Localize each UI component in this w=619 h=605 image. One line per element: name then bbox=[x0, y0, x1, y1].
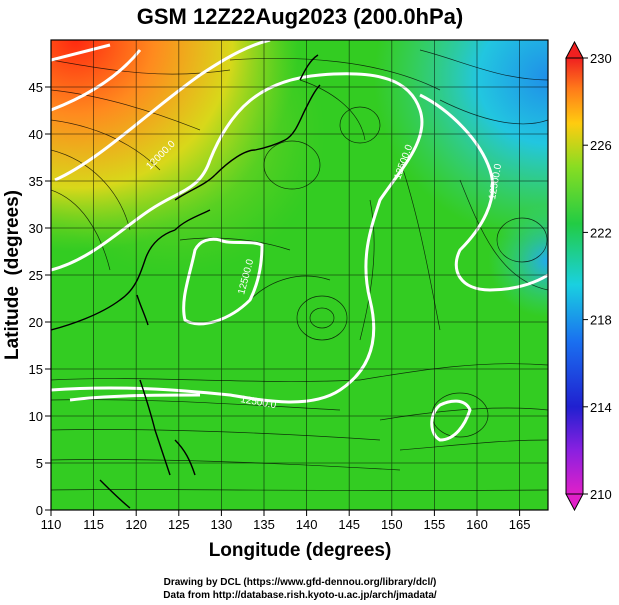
colorbar-tick-label: 226 bbox=[590, 138, 612, 153]
x-tick-label: 140 bbox=[296, 517, 318, 532]
y-tick-label: 0 bbox=[36, 503, 43, 518]
y-axis: 0 5 10 15 20 25 30 35 40 45 bbox=[29, 80, 51, 518]
y-tick-label: 40 bbox=[29, 127, 43, 142]
y-tick-label: 15 bbox=[29, 362, 43, 377]
colorbar-tick-label: 222 bbox=[590, 225, 612, 240]
x-tick-label: 155 bbox=[424, 517, 446, 532]
x-axis: 110 115 120 125 130 135 140 145 150 155 … bbox=[41, 510, 531, 532]
colorbar-tick-label: 230 bbox=[590, 51, 612, 66]
y-tick-label: 30 bbox=[29, 221, 43, 236]
x-tick-label: 160 bbox=[466, 517, 488, 532]
y-tick-label: 25 bbox=[29, 268, 43, 283]
x-tick-label: 115 bbox=[83, 517, 104, 532]
colorbar: 210 214 218 222 226 230 bbox=[565, 40, 612, 512]
plot-area: 12000.0 12500.0 12500.0 12500.0 12500.0 bbox=[51, 40, 548, 510]
x-axis-label: Longitude (degrees) bbox=[209, 540, 392, 561]
x-tick-label: 165 bbox=[509, 517, 531, 532]
map-title: GSM 12Z22Aug2023 (200.0hPa) bbox=[137, 4, 463, 29]
y-tick-label: 20 bbox=[29, 315, 43, 330]
x-tick-label: 110 bbox=[41, 517, 62, 532]
x-tick-label: 135 bbox=[253, 517, 275, 532]
x-tick-label: 125 bbox=[168, 517, 190, 532]
y-tick-label: 45 bbox=[29, 80, 43, 95]
y-tick-label: 35 bbox=[29, 174, 43, 189]
x-tick-label: 130 bbox=[211, 517, 233, 532]
height-contours bbox=[51, 40, 548, 442]
credit-data: Data from http://database.rish.kyoto-u.a… bbox=[163, 590, 437, 601]
y-tick-label: 10 bbox=[29, 409, 43, 424]
credit-drawing: Drawing by DCL (https://www.gfd-dennou.o… bbox=[164, 577, 437, 588]
x-tick-label: 120 bbox=[125, 517, 147, 532]
y-axis-label: Latitude (degrees) bbox=[2, 190, 23, 360]
grid bbox=[51, 40, 548, 510]
colorbar-gradient bbox=[565, 57, 584, 495]
colorbar-tick-label: 218 bbox=[590, 313, 612, 328]
x-tick-label: 150 bbox=[381, 517, 403, 532]
colorbar-tick-label: 210 bbox=[590, 487, 612, 502]
colorbar-top-arrow bbox=[565, 40, 584, 59]
colorbar-tick-label: 214 bbox=[590, 400, 612, 415]
x-tick-label: 145 bbox=[338, 517, 360, 532]
colorbar-bottom-arrow bbox=[565, 493, 584, 512]
y-tick-label: 5 bbox=[36, 456, 43, 471]
